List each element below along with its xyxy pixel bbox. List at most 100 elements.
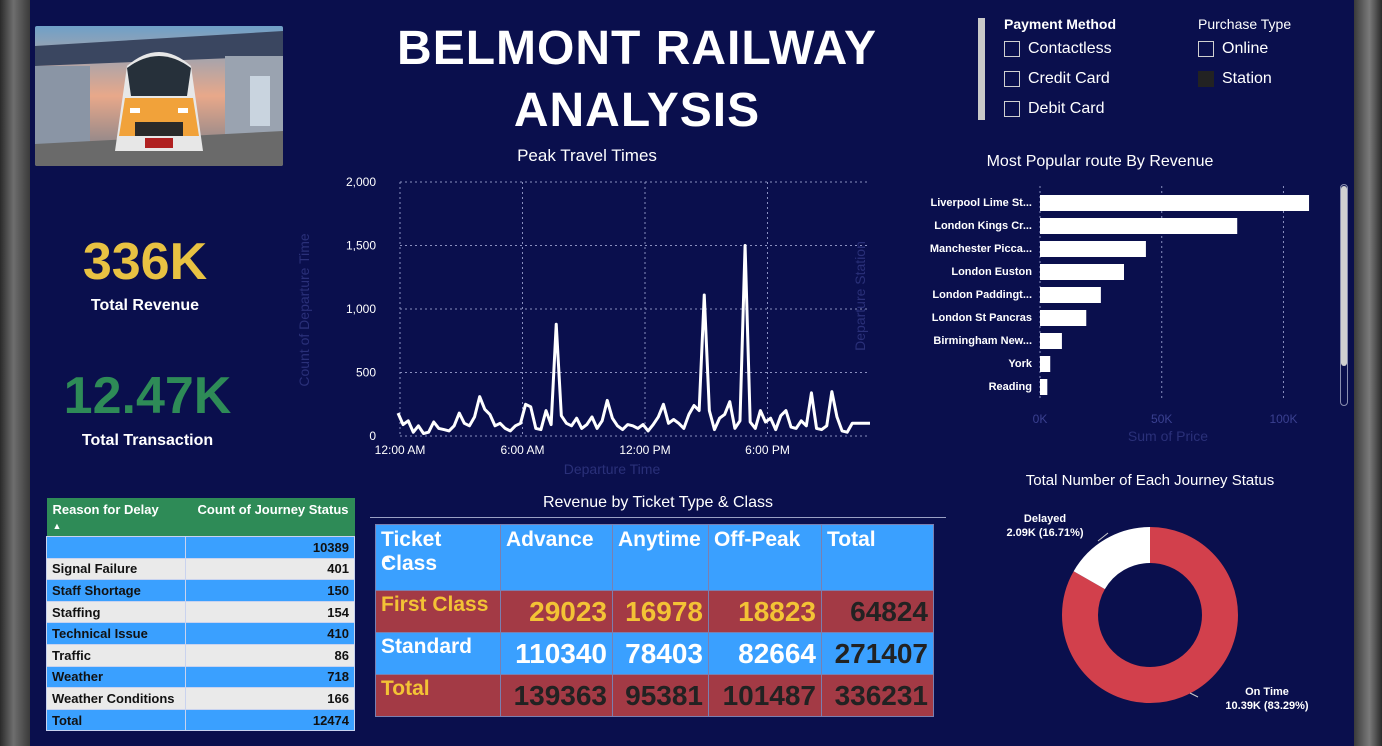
- route-category-label: Manchester Picca...: [930, 243, 1032, 255]
- checkbox-checked[interactable]: [1198, 71, 1214, 87]
- right-frame: [1354, 0, 1382, 746]
- peak-x-tick: 12:00 AM: [375, 443, 426, 457]
- peak-y-axis-title: Count of Departure Time: [296, 233, 312, 387]
- option-debit-card[interactable]: Debit Card: [1004, 94, 1116, 124]
- slicer-scrollbar[interactable]: [978, 18, 985, 120]
- peak-line-series: [396, 244, 870, 435]
- route-y-axis-title: Departure Station: [852, 241, 868, 351]
- option-contactless[interactable]: Contactless: [1004, 34, 1116, 64]
- left-frame: [0, 0, 30, 746]
- col-total[interactable]: Total: [821, 524, 934, 591]
- option-online[interactable]: Online: [1198, 34, 1291, 64]
- route-category-label: London St Pancras: [932, 312, 1032, 324]
- table-row[interactable]: Traffic 86: [46, 643, 356, 667]
- row-total[interactable]: Total 139363 95381 101487 336231: [375, 674, 934, 717]
- delayed-leader-line: [1097, 532, 1109, 542]
- option-label: Credit Card: [1028, 70, 1110, 87]
- checkbox[interactable]: [1198, 41, 1214, 57]
- revenue-table-title: Revenue by Ticket Type & Class: [542, 494, 774, 511]
- route-bar[interactable]: [1040, 218, 1238, 234]
- checkbox[interactable]: [1004, 71, 1020, 87]
- checkbox[interactable]: [1004, 41, 1020, 57]
- peak-x-axis-title: Departure Time: [564, 461, 661, 477]
- peak-y-tick: 500: [356, 366, 376, 380]
- purchase-type-slicer: Purchase Type Online Station: [1198, 16, 1291, 94]
- col-count-header[interactable]: Count of Journey Status: [185, 498, 355, 537]
- col-ticket-class[interactable]: Ticket Class ▲: [375, 524, 501, 591]
- option-label: Contactless: [1028, 40, 1112, 57]
- row-first-class[interactable]: First Class 29023 16978 18823 64824: [375, 590, 934, 633]
- route-chart-scroll-thumb[interactable]: [1341, 186, 1347, 366]
- table-row[interactable]: Weather Conditions 166: [46, 687, 356, 710]
- title-line-1: BELMONT RAILWAY: [397, 22, 877, 75]
- route-category-label: London Euston: [951, 266, 1032, 278]
- route-x-tick: 100K: [1269, 412, 1297, 426]
- peak-y-tick: 1,000: [346, 302, 376, 316]
- col-offpeak[interactable]: Off-Peak: [708, 524, 822, 591]
- route-category-label: Liverpool Lime St...: [931, 197, 1032, 209]
- route-bar[interactable]: [1040, 310, 1087, 326]
- peak-travel-chart: 2,000 1,500 1,000 500 0 12:00 AM 6:00 AM 12:00…: [296, 175, 870, 477]
- route-category-label: London Paddingt...: [932, 289, 1032, 301]
- table-row[interactable]: Staffing 154: [46, 600, 356, 624]
- total-transaction-value: 12.47K: [63, 367, 232, 425]
- checkbox[interactable]: [1004, 101, 1020, 117]
- revenue-title-divider: [370, 517, 946, 518]
- total-revenue-value: 336K: [82, 233, 208, 291]
- donut-slice-delayed[interactable]: [1062, 527, 1238, 703]
- delay-reason-table: Reason for Delay ▲ Count of Journey Statu…: [46, 498, 356, 732]
- total-revenue-label: Total Revenue: [90, 297, 200, 314]
- route-bar[interactable]: [1040, 241, 1146, 257]
- route-bar[interactable]: [1040, 333, 1062, 349]
- payment-method-slicer: Payment Method Contactless Credit Card D…: [1004, 16, 1116, 124]
- peak-x-tick: 6:00 PM: [745, 443, 790, 457]
- peak-chart-title: Peak Travel Times: [517, 146, 657, 165]
- col-advance[interactable]: Advance: [500, 524, 613, 591]
- route-bar[interactable]: [1040, 195, 1310, 211]
- route-bar[interactable]: [1040, 287, 1101, 303]
- route-category-label: York: [1008, 358, 1033, 370]
- payment-method-title: Payment Method: [1004, 16, 1117, 32]
- train-image: [35, 26, 283, 166]
- peak-x-tick: 6:00 AM: [500, 443, 544, 457]
- route-category-label: Birmingham New...: [933, 335, 1032, 347]
- option-label: Station: [1222, 70, 1272, 87]
- peak-y-tick: 2,000: [346, 175, 376, 189]
- title-line-2: ANALYSIS: [513, 84, 761, 137]
- route-bar[interactable]: [1040, 379, 1048, 395]
- peak-y-tick: 1,500: [346, 239, 376, 253]
- row-standard[interactable]: Standard 110340 78403 82664 271407: [375, 632, 934, 675]
- option-credit-card[interactable]: Credit Card: [1004, 64, 1116, 94]
- table-row[interactable]: Weather 718: [46, 665, 356, 689]
- train-photo: [35, 26, 283, 166]
- route-category-label: London Kings Cr...: [934, 220, 1032, 232]
- total-transaction-label: Total Transaction: [81, 432, 214, 449]
- donut-title: Total Number of Each Journey Status: [1025, 472, 1275, 489]
- delayed-data-label: Delayed 2.09K (16.71%): [1006, 513, 1084, 539]
- col-reason-header[interactable]: Reason for Delay ▲: [46, 498, 186, 537]
- route-bar[interactable]: [1040, 264, 1124, 280]
- option-label: Debit Card: [1028, 100, 1105, 117]
- table-row[interactable]: Staff Shortage 150: [46, 579, 356, 602]
- route-x-axis-title: Sum of Price: [1128, 428, 1208, 444]
- table-total-row[interactable]: Total 12474: [46, 708, 356, 732]
- route-chart-title: Most Popular route By Revenue: [986, 153, 1214, 170]
- peak-x-tick: 12:00 PM: [619, 443, 670, 457]
- revenue-matrix: Ticket Class ▲ Advance Anytime Off-Peak T…: [375, 524, 934, 717]
- table-row[interactable]: 10389: [46, 536, 356, 559]
- route-bar[interactable]: [1040, 356, 1051, 372]
- route-category-label: Reading: [989, 381, 1032, 393]
- peak-y-tick: 0: [369, 429, 376, 443]
- ontime-data-label: On Time 10.39K (83.29%): [1225, 686, 1309, 712]
- route-revenue-chart: Liverpool Lime St... London Kings Cr... Ma…: [852, 186, 1310, 444]
- table-row[interactable]: Signal Failure 401: [46, 557, 356, 581]
- table-row[interactable]: Technical Issue 410: [46, 622, 356, 645]
- option-label: Online: [1222, 40, 1269, 57]
- ontime-leader-line: [1189, 692, 1199, 698]
- col-anytime[interactable]: Anytime: [612, 524, 709, 591]
- route-x-tick: 0K: [1033, 412, 1048, 426]
- purchase-type-title: Purchase Type: [1198, 16, 1292, 32]
- route-x-tick: 50K: [1151, 412, 1172, 426]
- dashboard-title: BELMONT RAILWAY ANALYSIS: [350, 18, 924, 142]
- option-station[interactable]: Station: [1198, 64, 1291, 94]
